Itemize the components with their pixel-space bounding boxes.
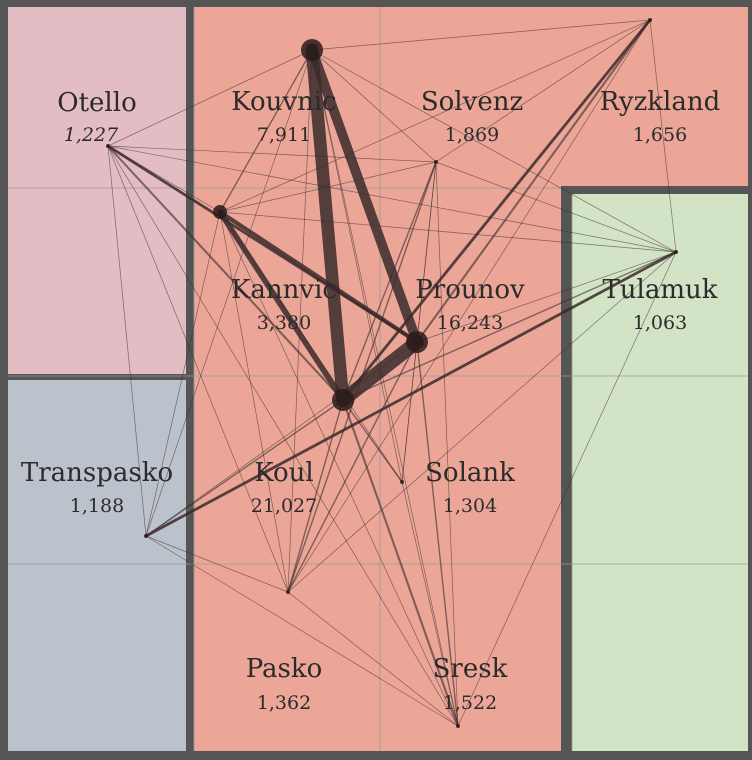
flow-link-prounov-ryzkland	[415, 18, 652, 344]
flow-link-otello-solvenz	[107, 145, 437, 163]
flow-link-kouvnic-prounov	[307, 45, 422, 347]
flow-link-kouvnic-sresk	[311, 49, 459, 727]
flow-link-tulamuk-sresk	[457, 251, 677, 727]
flow-link-koul-prounov	[336, 335, 424, 407]
flow-link-kannvic-tulamuk	[219, 211, 677, 253]
region-name-ryzkland: Ryzkland	[600, 87, 720, 117]
region-name-kannvic: Kannvic	[231, 275, 337, 305]
flow-links	[106, 18, 678, 728]
flow-link-kouvnic-kannvic	[219, 49, 313, 213]
flow-link-tulamuk-pasko	[287, 251, 677, 593]
region-name-otello: Otello	[57, 88, 136, 118]
flow-link-transpasko-sresk	[145, 535, 459, 727]
node-transpasko	[144, 534, 148, 538]
flow-link-transpasko-tulamuk	[144, 250, 678, 538]
flow-nodes	[106, 18, 678, 728]
flow-link-koul-pasko	[287, 399, 344, 593]
region-name-pasko: Pasko	[246, 654, 323, 684]
flow-link-koul-sresk	[341, 398, 460, 728]
flow-link-ryzkland-kannvic	[219, 19, 651, 213]
flow-link-pasko-sresk	[287, 591, 459, 727]
flow-link-kouvnic-transpasko	[145, 49, 313, 537]
flow-link-kouvnic-pasko	[287, 49, 313, 593]
node-koul	[332, 389, 354, 411]
flow-link-otello-pasko	[107, 145, 289, 593]
flow-link-koul-ryzkland	[341, 18, 652, 402]
flow-link-ryzkland-tulamuk	[649, 19, 677, 253]
flow-link-koul-solank	[342, 399, 403, 483]
region-value-tulamuk: 1,063	[633, 312, 687, 334]
region-value-prounov: 16,243	[437, 312, 503, 334]
flow-link-kouvnic-ryzkland	[311, 19, 651, 51]
flow-link-solank-sresk	[401, 481, 459, 727]
node-solvenz	[434, 160, 438, 164]
flow-link-otello-tulamuk	[107, 145, 677, 253]
flow-link-kannvic-pasko	[219, 211, 289, 593]
region-value-ryzkland: 1,656	[633, 124, 687, 146]
flow-link-otello-kouvnic	[107, 49, 313, 147]
region-area-central	[194, 7, 748, 751]
flow-link-solvenz-ryzkland	[435, 19, 651, 163]
flow-link-koul-tulamuk	[342, 251, 677, 401]
node-sresk	[456, 724, 460, 728]
region-name-transpasko: Transpasko	[21, 458, 173, 488]
region-value-solank: 1,304	[443, 495, 497, 517]
region-name-tulamuk: Tulamuk	[602, 275, 717, 305]
region-value-sresk: 1,522	[443, 692, 497, 714]
region-area-otello	[8, 7, 186, 374]
node-pasko	[286, 590, 290, 594]
flow-link-koul-kannvic	[217, 209, 346, 403]
region-area-transpasko	[8, 380, 186, 751]
flow-link-transpasko-koul	[145, 399, 344, 537]
flow-link-prounov-tulamuk	[416, 251, 677, 343]
flow-link-koul-kouvnic	[305, 43, 350, 407]
flow-link-kannvic-sresk	[219, 211, 459, 727]
region-value-kannvic: 3,380	[257, 312, 311, 334]
flow-link-transpasko-pasko	[145, 535, 289, 593]
node-tulamuk	[674, 250, 678, 254]
flow-link-kannvic-prounov	[217, 209, 420, 345]
node-kouvnic	[301, 39, 323, 61]
region-value-koul: 21,027	[251, 495, 317, 517]
flow-link-otello-koul	[106, 144, 345, 402]
node-solank	[400, 480, 404, 484]
region-value-transpasko: 1,188	[70, 495, 124, 517]
node-prounov	[406, 331, 428, 353]
node-kannvic	[213, 205, 227, 219]
flow-link-prounov-sresk	[416, 341, 459, 727]
region-name-prounov: Prounov	[415, 275, 525, 305]
node-otello	[106, 144, 110, 148]
flow-link-koul-solvenz	[342, 161, 437, 401]
flow-link-kouvnic-solvenz	[311, 49, 437, 163]
node-ryzkland	[648, 18, 652, 22]
region-labels: Otello 1,227 Transpasko 1,188 Tulamuk 1,…	[21, 87, 720, 714]
flow-link-kannvic-transpasko	[145, 211, 221, 537]
region-name-sresk: Sresk	[433, 654, 508, 684]
region-name-kouvnic: Kouvnic	[231, 87, 336, 117]
flow-link-otello-transpasko	[107, 145, 147, 537]
flow-link-solvenz-tulamuk	[435, 161, 677, 253]
flow-link-otello-sresk	[107, 145, 459, 727]
region-name-koul: Koul	[254, 458, 313, 488]
region-value-solvenz: 1,869	[445, 124, 499, 146]
region-name-solank: Solank	[425, 458, 515, 488]
flow-link-kouvnic-tulamuk	[311, 49, 677, 253]
region-value-kouvnic: 7,911	[257, 124, 311, 146]
flow-link-ryzkland-pasko	[287, 19, 651, 593]
flow-link-solvenz-sresk	[435, 161, 459, 727]
region-name-solvenz: Solvenz	[421, 87, 523, 117]
region-value-otello: 1,227	[64, 124, 119, 146]
flow-link-kouvnic-solank	[311, 49, 403, 483]
flow-link-prounov-solank	[401, 341, 418, 483]
flow-link-prounov-pasko	[287, 341, 418, 593]
region-value-pasko: 1,362	[257, 692, 311, 714]
